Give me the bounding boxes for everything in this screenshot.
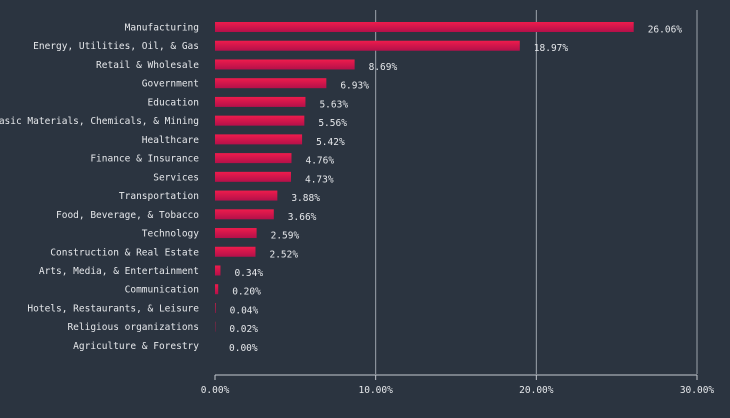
category-label: Retail & Wholesale — [96, 60, 199, 71]
data-label: 4.73% — [305, 174, 334, 185]
bar — [215, 228, 257, 238]
bar — [215, 153, 291, 163]
category-label: Manufacturing — [125, 23, 199, 34]
bar — [215, 191, 277, 201]
bar — [215, 209, 274, 219]
category-label: Services — [153, 172, 199, 183]
category-label: Transportation — [119, 191, 199, 202]
bar — [215, 172, 291, 182]
data-label: 3.88% — [291, 193, 320, 204]
data-label: 5.63% — [319, 99, 348, 110]
category-label: Education — [148, 97, 199, 108]
bar — [215, 22, 634, 32]
label-layer: Manufacturing 26.06% Energy, Utilities, Oi… — [0, 23, 682, 354]
data-label: 5.56% — [318, 118, 347, 129]
data-label: 18.97% — [534, 43, 569, 54]
bar — [215, 247, 255, 257]
category-label: Finance & Insurance — [90, 154, 199, 165]
data-label: 8.69% — [369, 62, 398, 73]
data-label: 0.20% — [232, 287, 261, 298]
category-label: Healthcare — [142, 135, 199, 146]
data-label: 4.76% — [305, 156, 334, 167]
grid-layer — [376, 10, 697, 374]
data-label: 5.42% — [316, 137, 345, 148]
bar — [215, 78, 326, 88]
bar — [215, 303, 216, 313]
category-label: Energy, Utilities, Oil, & Gas — [33, 41, 199, 52]
category-label: Basic Materials, Chemicals, & Mining — [0, 116, 199, 127]
data-label: 0.02% — [229, 324, 258, 335]
category-label: Agriculture & Forestry — [73, 341, 199, 352]
category-label: Communication — [125, 285, 199, 296]
data-label: 0.34% — [234, 268, 263, 279]
category-label: Technology — [142, 229, 199, 240]
data-label: 2.59% — [271, 231, 300, 242]
bar — [215, 59, 355, 69]
data-label: 2.52% — [269, 249, 298, 260]
bar — [215, 41, 520, 51]
category-label: Government — [142, 79, 199, 90]
bar — [215, 97, 305, 107]
data-label: 0.04% — [230, 305, 259, 316]
category-label: Arts, Media, & Entertainment — [39, 266, 199, 277]
x-tick-label: 20.00% — [519, 385, 554, 396]
category-label: Religious organizations — [67, 322, 199, 333]
category-label: Construction & Real Estate — [50, 247, 199, 258]
bar-layer — [215, 22, 634, 332]
x-tick-label: 30.00% — [680, 385, 715, 396]
data-label: 0.00% — [229, 343, 258, 354]
category-label: Food, Beverage, & Tobacco — [56, 210, 199, 221]
x-tick-label: 10.00% — [359, 385, 394, 396]
bar — [215, 116, 304, 126]
data-label: 3.66% — [288, 212, 317, 223]
data-label: 26.06% — [648, 25, 683, 36]
data-label: 6.93% — [340, 81, 369, 92]
bar — [215, 265, 220, 275]
x-axis: 0.00% 10.00% 20.00% 30.00% — [201, 375, 715, 396]
bar — [215, 284, 218, 294]
category-label: Hotels, Restaurants, & Leisure — [27, 303, 199, 314]
x-tick-label: 0.00% — [201, 385, 230, 396]
bar — [215, 134, 302, 144]
